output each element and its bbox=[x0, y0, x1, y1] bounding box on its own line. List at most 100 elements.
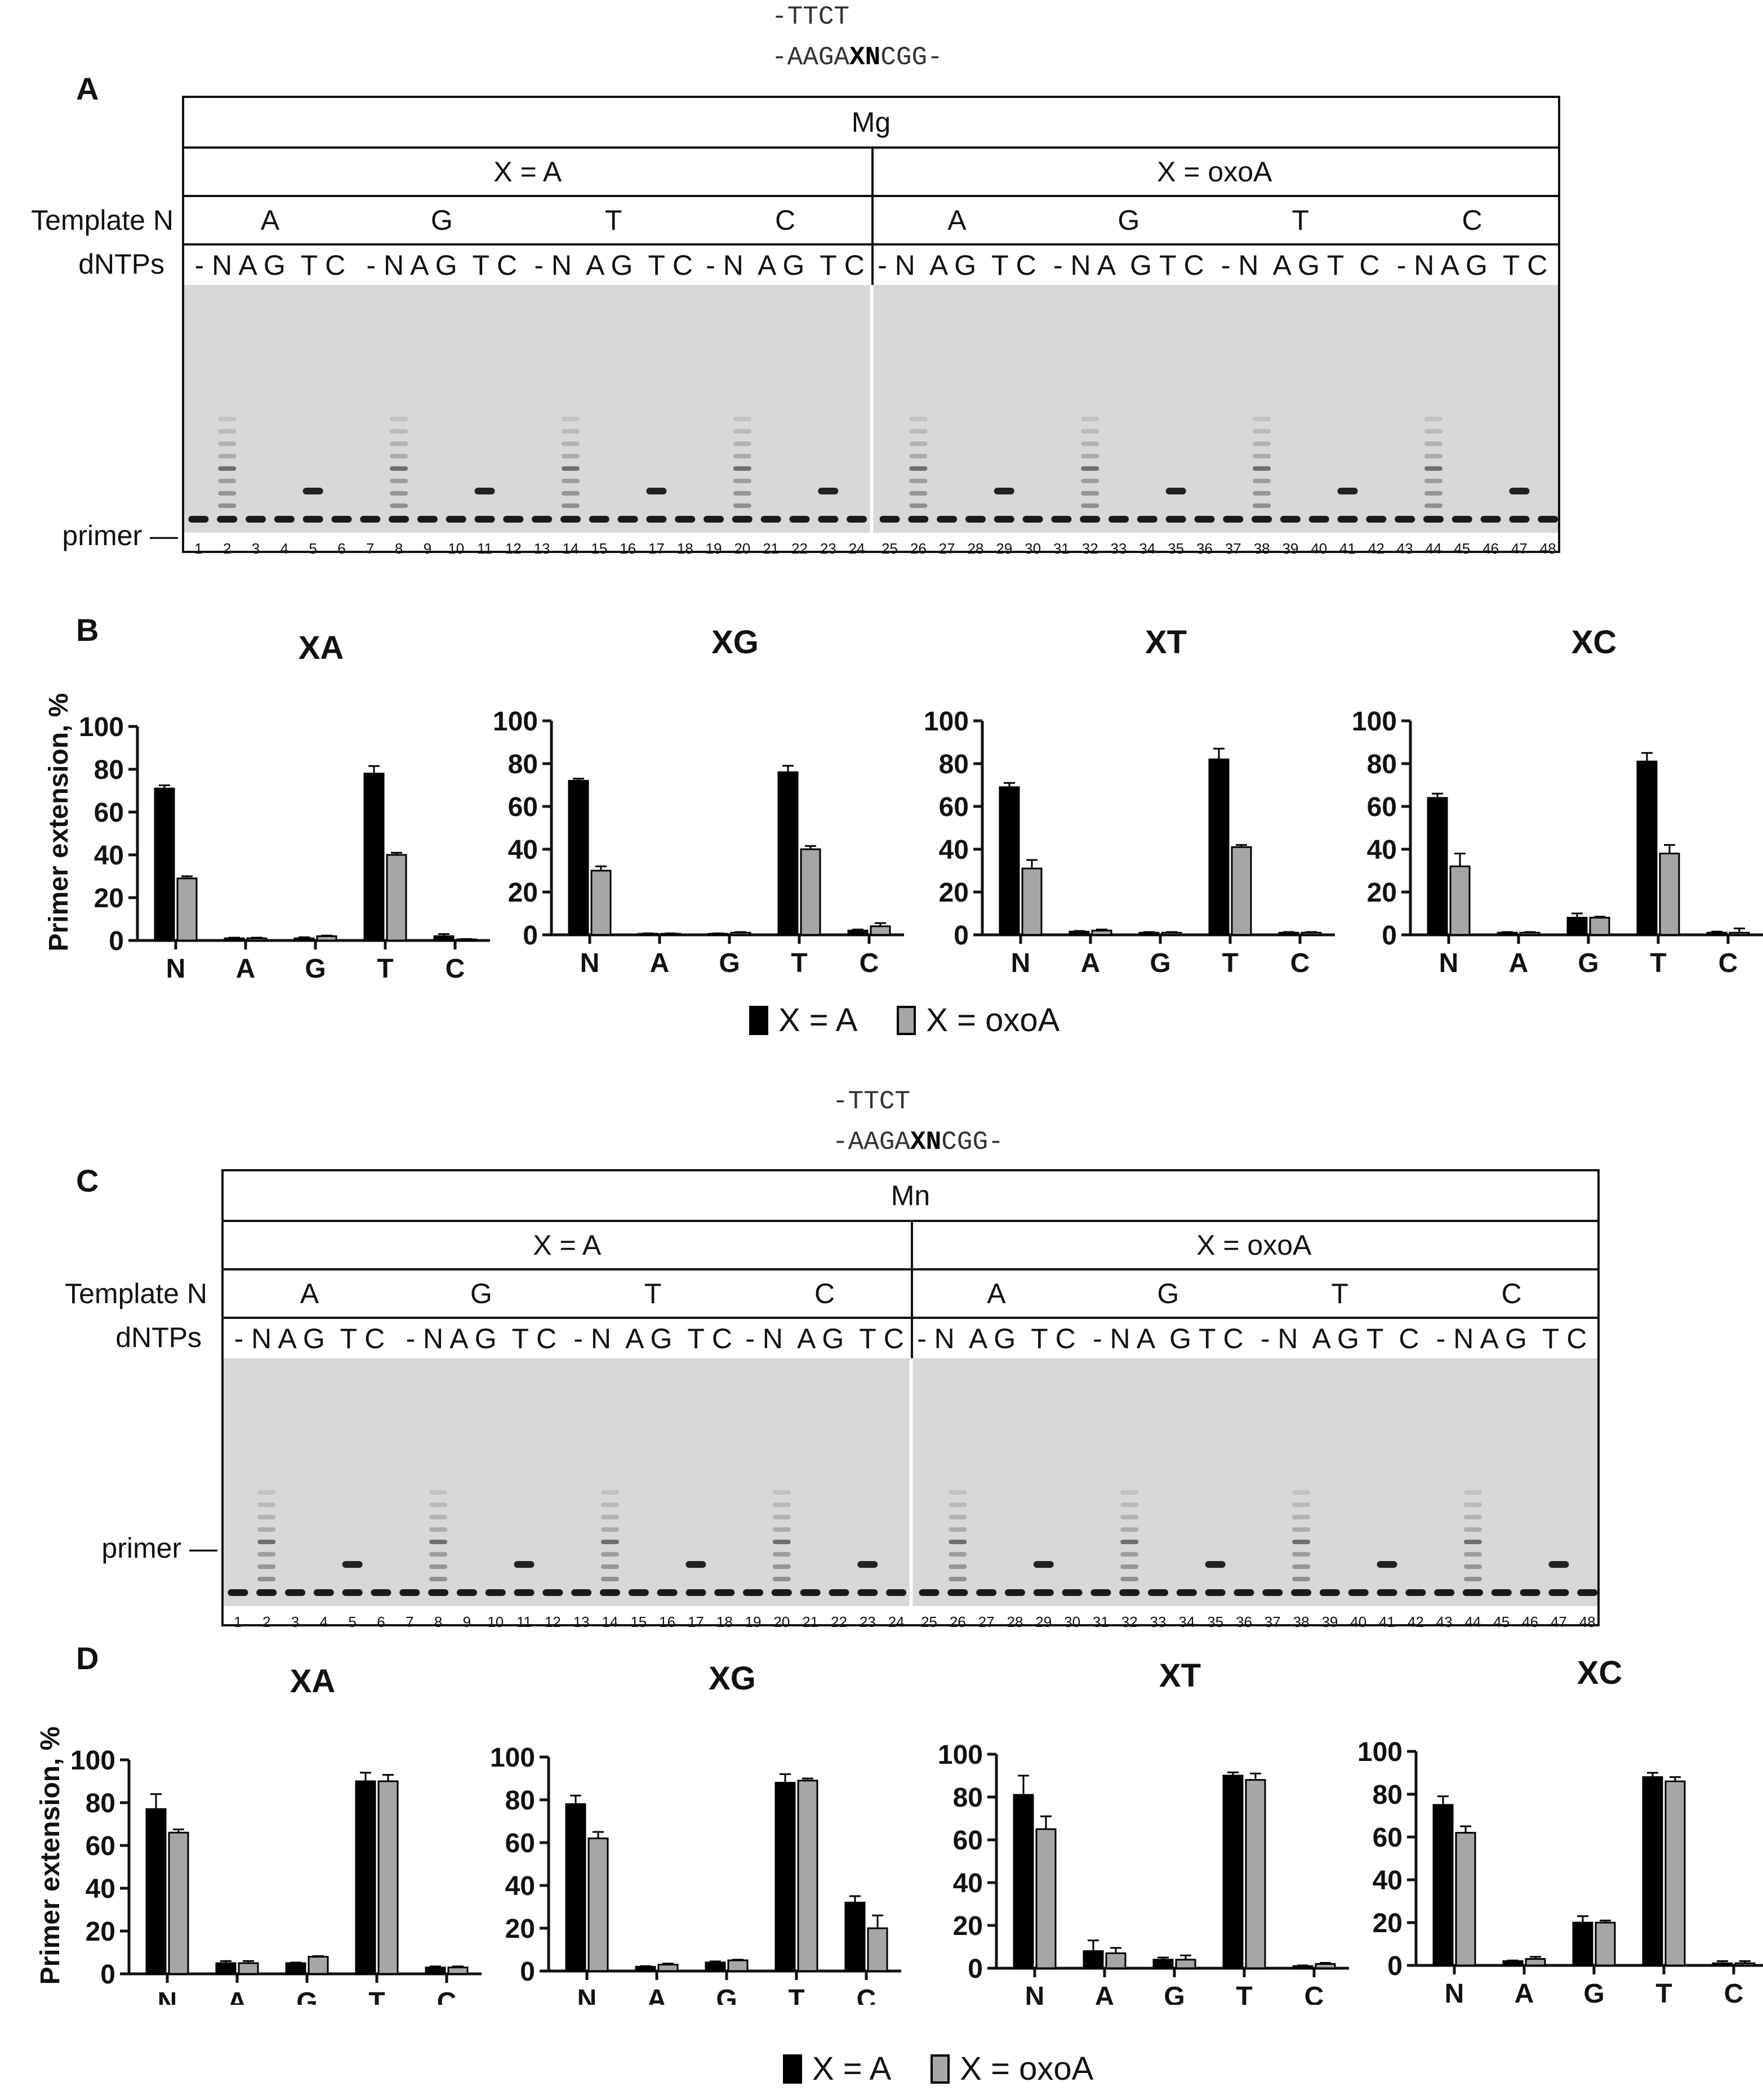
x-tick-label: A bbox=[1095, 1982, 1115, 2005]
lane-number: 47 bbox=[1550, 1613, 1567, 1630]
lane-number: 18 bbox=[716, 1613, 733, 1630]
bar-x-oxoa bbox=[238, 1962, 259, 1975]
y-tick-label: 0 bbox=[968, 1954, 983, 1984]
primer-band bbox=[771, 1589, 792, 1596]
primer-band bbox=[228, 1589, 248, 1596]
ladder-band bbox=[1292, 1490, 1311, 1495]
dntp-group: - N A G T C bbox=[1092, 1323, 1244, 1354]
primer-band bbox=[675, 516, 696, 523]
x-oxoa-header: X = oxoA bbox=[1157, 156, 1272, 188]
primer-band bbox=[514, 1589, 535, 1596]
x-tick-label: N bbox=[1011, 948, 1031, 978]
lane-number: 9 bbox=[462, 1613, 471, 1630]
bar-x-a bbox=[145, 1808, 167, 1975]
lane-number: 39 bbox=[1321, 1613, 1338, 1630]
y-tick-label: 0 bbox=[520, 1957, 535, 1987]
x-tick-label: A bbox=[1081, 948, 1101, 978]
primer-band bbox=[628, 1589, 649, 1596]
x-tick-label: G bbox=[296, 1987, 317, 2005]
primer-band bbox=[1080, 516, 1101, 523]
primer-band bbox=[646, 516, 667, 523]
extension-band bbox=[1337, 488, 1358, 494]
seq-prefix: -AAGA bbox=[832, 1127, 911, 1157]
primer-band bbox=[1119, 1589, 1140, 1596]
ladder-band bbox=[561, 454, 580, 458]
y-tick-label: 60 bbox=[94, 798, 124, 828]
lane-number: 11 bbox=[477, 540, 493, 557]
x-tick-label: C bbox=[446, 954, 465, 984]
lane-number: 48 bbox=[1579, 1613, 1596, 1630]
bar-x-a bbox=[847, 929, 869, 936]
legend-label-x-a: X = A bbox=[812, 2050, 892, 2087]
lane-number: 10 bbox=[487, 1613, 504, 1630]
sequence-bottom-line-a: -AAGAXNCGG- bbox=[772, 43, 943, 72]
primer-band bbox=[1434, 1589, 1455, 1596]
ladder-band bbox=[772, 1577, 791, 1581]
ladder-band bbox=[561, 491, 580, 496]
primer-band bbox=[302, 516, 323, 523]
ladder-band bbox=[733, 466, 751, 471]
ladder-band bbox=[949, 1490, 967, 1495]
y-tick-label: 100 bbox=[1352, 707, 1397, 737]
lane-number: 45 bbox=[1454, 540, 1471, 557]
ladder-band bbox=[1424, 429, 1443, 434]
lane-number: 27 bbox=[978, 1613, 995, 1630]
ladder-band bbox=[390, 429, 408, 434]
ladder-band bbox=[257, 1490, 276, 1495]
lane-number: 16 bbox=[659, 1613, 676, 1630]
bar-x-a bbox=[1292, 1965, 1314, 1969]
primer-band bbox=[1033, 1589, 1054, 1596]
ladder-band bbox=[1081, 503, 1099, 508]
x-tick-label: C bbox=[437, 1987, 457, 2005]
ladder-band bbox=[257, 1577, 276, 1581]
template-base-g: G bbox=[1118, 204, 1140, 236]
gel-image bbox=[184, 285, 1559, 533]
bar-x-a bbox=[1642, 1776, 1663, 1967]
lane-number: 31 bbox=[1053, 540, 1070, 557]
lane-number: 1 bbox=[234, 1613, 242, 1630]
lane-number: 21 bbox=[763, 540, 780, 557]
primer-band bbox=[908, 516, 929, 523]
charts-panel-d: XA 0 20 40 60 80 100 N A G T C Primer extension, % XG… bbox=[35, 1655, 1763, 2005]
lane-number: 8 bbox=[434, 1613, 443, 1630]
bar-x-a bbox=[1013, 1794, 1034, 1969]
primer-band bbox=[246, 516, 266, 523]
lane-number: 16 bbox=[620, 540, 636, 557]
primer-band bbox=[1395, 516, 1415, 523]
ladder-band bbox=[561, 479, 580, 483]
dntp-group: - N A G T C bbox=[1260, 1323, 1419, 1354]
ladder-band bbox=[1292, 1540, 1311, 1544]
bar-x-a bbox=[774, 1782, 796, 1972]
primer-band bbox=[1205, 1589, 1226, 1596]
y-tick-label: 100 bbox=[70, 1746, 115, 1776]
lane-number: 20 bbox=[773, 1613, 790, 1630]
bar-x-a bbox=[844, 1901, 866, 1972]
y-tick-label: 40 bbox=[94, 841, 124, 871]
y-tick-label: 20 bbox=[508, 878, 538, 908]
primer-band bbox=[1148, 1589, 1169, 1596]
y-tick-label: 20 bbox=[953, 1911, 983, 1941]
ladder-band bbox=[600, 1540, 619, 1544]
metal-label: Mn bbox=[891, 1180, 931, 1211]
ladder-band bbox=[733, 503, 751, 508]
dntps-label: dNTPs bbox=[78, 248, 164, 280]
primer-band bbox=[1165, 516, 1186, 523]
charts-panel-b: XA 0 20 40 60 80 100 N A G T C Primer extension, % XG… bbox=[44, 624, 1763, 984]
extension-band bbox=[342, 1561, 363, 1568]
x-tick-label: A bbox=[650, 948, 670, 978]
y-tick-label: 40 bbox=[508, 835, 538, 865]
chart-b-xa: XA 0 20 40 60 80 100 N A G T C Primer extension, % bbox=[44, 630, 490, 984]
lane-number: 26 bbox=[949, 1613, 966, 1630]
bar-x-oxoa bbox=[797, 1780, 818, 1972]
extension-band bbox=[1205, 1561, 1226, 1568]
x-tick-label: C bbox=[1290, 948, 1310, 978]
ladder-band bbox=[1292, 1502, 1311, 1507]
y-tick-label: 80 bbox=[94, 755, 124, 785]
lane-number: 18 bbox=[676, 540, 693, 557]
ladder-band bbox=[390, 417, 408, 421]
lane-number: 17 bbox=[648, 540, 665, 557]
extension-band bbox=[857, 1561, 878, 1568]
ladder-band bbox=[600, 1564, 619, 1569]
dntps-label: dNTPs bbox=[115, 1322, 202, 1353]
bar-x-oxoa bbox=[447, 1967, 469, 1975]
